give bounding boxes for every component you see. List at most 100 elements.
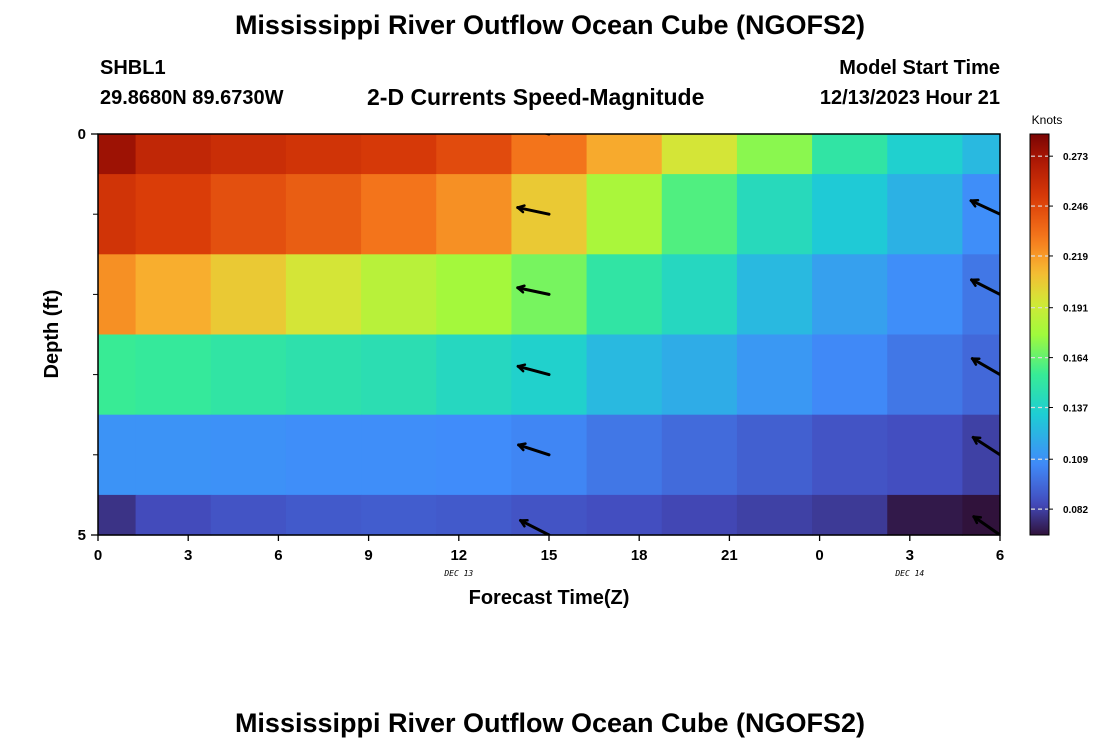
x-tick-label: 12 <box>450 547 467 564</box>
heatmap-cell <box>661 494 738 536</box>
colorbar: Knots 0.273 0.246 0.219 0.191 0.164 0.137 0.10… <box>1029 113 1088 536</box>
heatmap-cell <box>812 254 888 336</box>
heatmap-cell <box>135 414 212 496</box>
heatmap-cell <box>98 254 137 336</box>
x-tick-label: 6 <box>996 547 1004 564</box>
x-tick-label: 3 <box>184 547 192 564</box>
heatmap-cell <box>661 254 738 336</box>
x-tick-label: 18 <box>631 547 648 564</box>
heatmap-cell <box>586 414 663 496</box>
heatmap-cell <box>736 254 813 336</box>
heatmap-cell <box>812 414 888 496</box>
heatmap-cell <box>285 254 362 336</box>
model-start-value: 12/13/2023 Hour 21 <box>819 87 1000 109</box>
heatmap-cell <box>210 494 287 536</box>
colorbar-tick-label: 0.164 <box>1063 354 1088 365</box>
current-arrow <box>971 435 1000 457</box>
heatmap-cell <box>210 414 287 496</box>
current-arrow <box>518 518 551 535</box>
current-arrow <box>516 204 551 216</box>
heatmap-cell <box>436 334 513 416</box>
heatmap-cell <box>736 414 813 496</box>
heatmap-cell <box>210 134 287 175</box>
heatmap-cell <box>135 334 212 416</box>
heatmap-cell <box>135 494 212 536</box>
heatmap-cell <box>586 174 663 255</box>
heatmap-cell <box>736 174 813 255</box>
current-arrow <box>970 357 1000 377</box>
model-start-label: Model Start Time <box>839 57 1000 79</box>
heatmap-cell <box>887 494 964 536</box>
y-axis: 05 <box>78 126 98 544</box>
heatmap-cell <box>661 174 738 255</box>
colorbar-tick-label: 0.137 <box>1063 403 1088 414</box>
heatmap-cell <box>361 334 437 416</box>
x-tick-label: 0 <box>815 547 823 564</box>
heatmap-cells <box>98 134 1001 536</box>
heatmap-cell <box>436 414 513 496</box>
heatmap-cell <box>210 254 287 336</box>
heatmap-cell <box>98 174 137 255</box>
station-coordinates: 29.8680N 89.6730W <box>100 87 284 109</box>
colorbar-gradient <box>1029 133 1050 536</box>
heatmap-cell <box>98 494 137 536</box>
heatmap-cell <box>887 414 964 496</box>
colorbar-tick-label: 0.191 <box>1063 304 1088 315</box>
heatmap-cell <box>361 414 437 496</box>
heatmap-cell <box>661 414 738 496</box>
x-tick-label: 6 <box>274 547 282 564</box>
station-id: SHBL1 <box>100 57 166 79</box>
heatmap-cell <box>887 174 964 255</box>
colorbar-unit: Knots <box>1032 113 1063 127</box>
heatmap-cell <box>887 134 964 175</box>
colorbar-tick-label: 0.246 <box>1063 202 1088 213</box>
heatmap-cell <box>511 134 588 175</box>
vector-arrows <box>516 134 1000 535</box>
heatmap-cell <box>285 134 362 175</box>
heatmap-cell <box>98 134 137 175</box>
heatmap-cell <box>736 334 813 416</box>
x-tick-label: 21 <box>721 547 738 564</box>
current-arrow <box>969 278 1000 296</box>
current-arrow <box>516 363 551 377</box>
y-tick-label: 0 <box>78 126 86 143</box>
heatmap-cell <box>135 134 212 175</box>
heatmap-cell <box>962 494 1001 536</box>
heatmap-cell <box>962 254 1001 336</box>
current-arrow <box>969 198 1000 216</box>
x-tick-label: 15 <box>541 547 558 564</box>
heatmap-cell <box>586 494 663 536</box>
colorbar-tick-label: 0.082 <box>1063 505 1088 516</box>
heatmap-cell <box>887 254 964 336</box>
heatmap-cell <box>210 174 287 255</box>
heatmap-cell <box>285 414 362 496</box>
heatmap-cell <box>285 334 362 416</box>
heatmap-cell <box>812 134 888 175</box>
current-arrow <box>516 284 551 296</box>
y-axis-label: Depth (ft) <box>41 290 63 379</box>
heatmap-cell <box>661 134 738 175</box>
heatmap-cell <box>285 174 362 255</box>
heatmap-cell <box>962 334 1001 416</box>
heatmap-cell <box>436 254 513 336</box>
y-tick-label: 5 <box>78 527 86 544</box>
heatmap-cell <box>887 334 964 416</box>
heatmap-cell <box>98 334 137 416</box>
heatmap-cell <box>962 414 1001 496</box>
heatmap-cell <box>586 254 663 336</box>
heatmap-cell <box>736 494 813 536</box>
heatmap-cell <box>812 334 888 416</box>
heatmap-cell <box>586 134 663 175</box>
heatmap-cell <box>661 334 738 416</box>
heatmap-cell <box>135 254 212 336</box>
heatmap-cell <box>962 174 1001 255</box>
chart-title: Mississippi River Outflow Ocean Cube (NG… <box>234 10 866 40</box>
current-arrow <box>972 515 1000 535</box>
colorbar-tick-label: 0.219 <box>1063 252 1088 263</box>
heatmap-cell <box>812 174 888 255</box>
heatmap-cell <box>361 174 437 255</box>
x-axis: 0 3 6 9 12 15 18 21 0 3 6 DEC 13 DEC 14 <box>94 535 1004 578</box>
heatmap-cell <box>812 494 888 536</box>
heatmap-cell <box>586 334 663 416</box>
